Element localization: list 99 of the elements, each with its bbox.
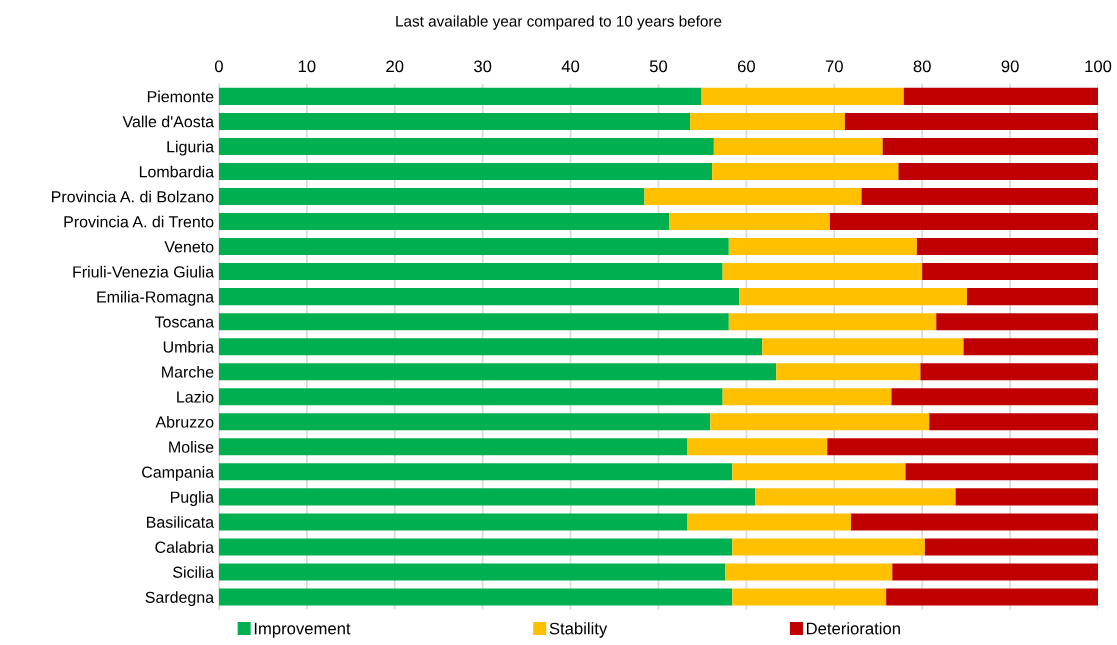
bar <box>710 413 930 431</box>
y-tick-label: Calabria <box>155 541 215 553</box>
y-tick-label: Campania <box>142 466 215 481</box>
bar <box>218 112 691 130</box>
x-tick-label: 70 <box>825 60 843 73</box>
bar <box>218 162 713 180</box>
x-tick-label: 80 <box>913 60 931 73</box>
x-tick-label: 20 <box>386 60 404 73</box>
bar <box>218 338 763 356</box>
y-tick-label: Toscana <box>154 316 215 328</box>
bar <box>218 363 777 381</box>
bar <box>728 238 917 256</box>
bar <box>936 313 1099 331</box>
bar <box>722 388 892 406</box>
y-tick-label: Molise <box>169 441 214 453</box>
y-tick-label: Piemonte <box>147 90 214 103</box>
bar <box>218 513 688 531</box>
bar <box>218 463 733 481</box>
bar <box>739 288 968 306</box>
bar <box>218 538 733 556</box>
legend-label: Stability <box>549 622 608 638</box>
bar <box>218 187 645 206</box>
y-tick-label: Veneto <box>164 241 214 253</box>
bar <box>861 187 1099 206</box>
bar <box>920 363 1099 381</box>
y-tick-label: Emilia-Romagna <box>97 290 215 306</box>
bar <box>218 238 729 256</box>
bar <box>725 563 893 581</box>
bar <box>218 588 733 606</box>
bar <box>218 313 729 331</box>
bar <box>891 388 1099 406</box>
y-tick-label: Lombardia <box>139 165 215 178</box>
x-tick-label: 30 <box>474 60 492 73</box>
bar <box>850 513 1099 531</box>
bar <box>776 363 921 381</box>
y-tick-label: Puglia <box>170 491 215 506</box>
bar <box>218 288 740 306</box>
chart-title: Last available year compared to 10 years before <box>396 15 722 30</box>
y-tick-label: Friuli-Venezia Giulia <box>73 265 215 278</box>
y-tick-label: Sicilia <box>173 566 215 578</box>
bar <box>728 313 937 331</box>
x-tick-label: 100 <box>1085 60 1112 73</box>
bar <box>929 413 1099 431</box>
y-tick-label: Sardegna <box>145 591 215 607</box>
bar <box>924 538 1099 556</box>
y-tick-label: Liguria <box>167 140 215 156</box>
bar <box>829 213 1099 231</box>
y-tick-label: Valle d'Aosta <box>122 115 215 128</box>
bar <box>967 288 1099 306</box>
bar <box>690 112 845 130</box>
bar <box>903 87 1099 105</box>
x-tick-label: 50 <box>649 60 668 73</box>
bar <box>218 137 714 155</box>
bar <box>762 338 964 356</box>
bar <box>916 238 1099 256</box>
bar <box>732 588 887 606</box>
bar <box>732 463 906 481</box>
bar <box>732 538 925 556</box>
bar <box>218 488 756 506</box>
bar <box>687 513 851 531</box>
x-tick-label: 10 <box>298 60 316 73</box>
bar <box>701 87 904 105</box>
bar <box>955 488 1099 506</box>
bar <box>218 263 723 281</box>
bar <box>963 338 1099 356</box>
bar <box>886 588 1099 606</box>
y-tick-label: Basilicata <box>147 516 215 528</box>
x-tick-label: 90 <box>1001 60 1019 73</box>
legend-label: Improvement <box>254 622 351 638</box>
bar <box>218 87 702 105</box>
x-tick-label: 40 <box>561 60 580 73</box>
bar <box>922 263 1099 281</box>
bar <box>218 213 670 231</box>
y-tick-label: Marche <box>162 365 214 378</box>
bar <box>218 413 711 431</box>
bar <box>905 463 1099 481</box>
bar <box>218 563 726 581</box>
x-tick-label: 60 <box>737 60 755 73</box>
bar <box>218 388 723 406</box>
bar <box>722 263 923 281</box>
y-tick-label: Provincia A. di Trento <box>64 215 214 228</box>
bar <box>713 137 883 155</box>
bar <box>218 438 688 456</box>
bar <box>687 438 828 456</box>
x-tick-label: 0 <box>214 60 223 73</box>
bar <box>712 162 899 180</box>
bar <box>669 213 830 231</box>
bar <box>644 187 862 206</box>
y-tick-label: Lazio <box>177 390 214 403</box>
bar <box>755 488 956 506</box>
legend-label: Deterioration <box>806 622 900 635</box>
y-tick-label: Abruzzo <box>155 416 214 428</box>
bar <box>892 563 1099 581</box>
bar <box>844 112 1099 130</box>
y-tick-label: Umbria <box>163 340 215 353</box>
bar <box>898 162 1099 180</box>
y-tick-label: Provincia A. di Bolzano <box>52 190 214 203</box>
bar <box>882 137 1099 155</box>
bar <box>827 438 1099 456</box>
